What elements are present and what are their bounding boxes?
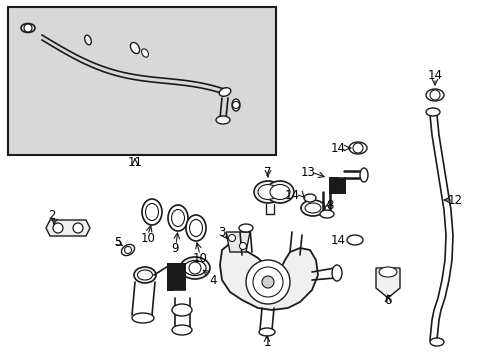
Ellipse shape [185, 215, 205, 241]
Ellipse shape [429, 338, 443, 346]
Polygon shape [46, 220, 90, 236]
Ellipse shape [253, 181, 282, 203]
Ellipse shape [130, 42, 139, 54]
Ellipse shape [265, 181, 293, 203]
Ellipse shape [258, 185, 278, 199]
Circle shape [239, 243, 246, 249]
Text: 1: 1 [263, 336, 270, 348]
Text: 14: 14 [330, 234, 345, 247]
Ellipse shape [331, 265, 341, 281]
Ellipse shape [132, 313, 154, 323]
Circle shape [429, 90, 439, 100]
Ellipse shape [319, 210, 333, 218]
Ellipse shape [84, 35, 91, 45]
Ellipse shape [121, 244, 134, 256]
Ellipse shape [180, 257, 209, 279]
Ellipse shape [378, 267, 396, 277]
Text: 14: 14 [284, 189, 299, 202]
Ellipse shape [216, 116, 229, 124]
Circle shape [352, 143, 362, 153]
Ellipse shape [21, 23, 35, 32]
Ellipse shape [172, 304, 192, 316]
Ellipse shape [359, 168, 367, 182]
Circle shape [73, 223, 83, 233]
Polygon shape [225, 232, 249, 252]
Circle shape [189, 262, 201, 274]
Text: 3: 3 [218, 225, 225, 239]
Text: 11: 11 [127, 156, 142, 168]
Ellipse shape [425, 108, 439, 116]
Text: 6: 6 [384, 293, 391, 306]
Circle shape [245, 260, 289, 304]
Ellipse shape [183, 261, 205, 275]
Ellipse shape [259, 328, 274, 336]
Ellipse shape [346, 235, 362, 245]
Ellipse shape [145, 203, 158, 220]
Circle shape [252, 267, 283, 297]
FancyBboxPatch shape [8, 7, 275, 155]
Ellipse shape [239, 224, 252, 232]
Text: 2: 2 [48, 208, 56, 221]
Ellipse shape [141, 49, 148, 57]
Ellipse shape [189, 220, 202, 237]
Ellipse shape [137, 270, 152, 280]
Circle shape [262, 276, 273, 288]
Ellipse shape [219, 88, 230, 96]
Polygon shape [375, 268, 399, 298]
Text: 5: 5 [114, 235, 122, 248]
Text: 13: 13 [300, 166, 315, 179]
Ellipse shape [269, 185, 289, 199]
Text: 4: 4 [209, 274, 216, 287]
Circle shape [228, 234, 235, 242]
Text: 10: 10 [192, 252, 207, 265]
Ellipse shape [425, 89, 443, 101]
Text: 9: 9 [171, 242, 179, 255]
Ellipse shape [301, 200, 325, 216]
Circle shape [53, 223, 63, 233]
Ellipse shape [348, 142, 366, 154]
Ellipse shape [134, 267, 156, 283]
Ellipse shape [172, 325, 192, 335]
Ellipse shape [171, 210, 184, 226]
Ellipse shape [168, 205, 187, 231]
Ellipse shape [304, 194, 315, 202]
Circle shape [24, 24, 32, 32]
Ellipse shape [305, 203, 320, 213]
Circle shape [232, 102, 239, 108]
Text: 10: 10 [140, 231, 155, 244]
Text: 8: 8 [325, 198, 333, 212]
Text: 12: 12 [447, 194, 462, 207]
Polygon shape [220, 245, 317, 310]
Ellipse shape [142, 199, 162, 225]
Text: 7: 7 [264, 166, 271, 179]
Ellipse shape [231, 99, 240, 111]
Circle shape [124, 247, 131, 253]
Text: 14: 14 [330, 141, 345, 154]
Text: 14: 14 [427, 68, 442, 81]
